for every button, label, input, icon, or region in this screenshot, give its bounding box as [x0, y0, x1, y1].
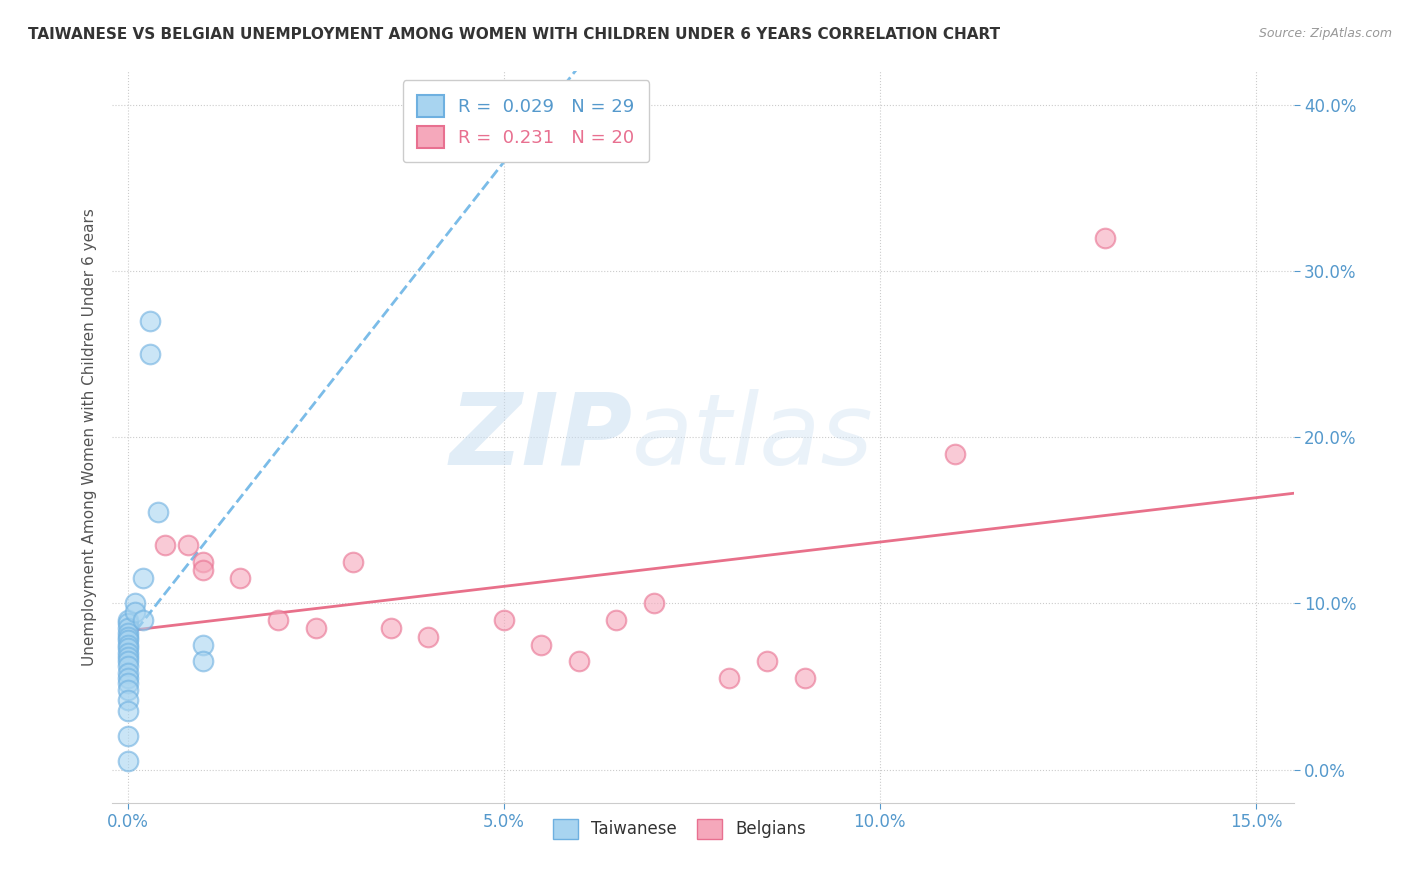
Point	[117, 613, 139, 627]
Point	[793, 671, 815, 685]
Point	[117, 621, 139, 635]
Point	[117, 649, 139, 664]
Point	[117, 754, 139, 768]
Point	[117, 616, 139, 631]
Point	[153, 538, 176, 552]
Point	[117, 646, 139, 660]
Point	[418, 630, 440, 644]
Point	[117, 682, 139, 697]
Point	[191, 563, 214, 577]
Text: TAIWANESE VS BELGIAN UNEMPLOYMENT AMONG WOMEN WITH CHILDREN UNDER 6 YEARS CORREL: TAIWANESE VS BELGIAN UNEMPLOYMENT AMONG …	[28, 27, 1000, 42]
Y-axis label: Unemployment Among Women with Children Under 6 years: Unemployment Among Women with Children U…	[82, 208, 97, 666]
Point	[117, 676, 139, 690]
Point	[492, 613, 515, 627]
Point	[146, 505, 169, 519]
Point	[117, 666, 139, 681]
Point	[191, 555, 214, 569]
Point	[755, 655, 778, 669]
Point	[177, 538, 200, 552]
Point	[718, 671, 741, 685]
Point	[117, 638, 139, 652]
Point	[568, 655, 591, 669]
Point	[117, 729, 139, 743]
Text: ZIP: ZIP	[449, 389, 633, 485]
Point	[304, 621, 326, 635]
Point	[267, 613, 290, 627]
Text: atlas: atlas	[633, 389, 873, 485]
Point	[131, 571, 153, 585]
Point	[1094, 230, 1116, 244]
Point	[342, 555, 364, 569]
Point	[124, 605, 146, 619]
Point	[117, 632, 139, 647]
Point	[139, 347, 162, 361]
Point	[124, 596, 146, 610]
Point	[117, 705, 139, 719]
Point	[605, 613, 627, 627]
Point	[191, 638, 214, 652]
Point	[117, 655, 139, 669]
Point	[117, 659, 139, 673]
Point	[530, 638, 553, 652]
Point	[229, 571, 252, 585]
Point	[643, 596, 665, 610]
Point	[191, 655, 214, 669]
Point	[117, 626, 139, 640]
Point	[380, 621, 402, 635]
Text: Source: ZipAtlas.com: Source: ZipAtlas.com	[1258, 27, 1392, 40]
Legend: Taiwanese, Belgians: Taiwanese, Belgians	[546, 812, 813, 846]
Point	[117, 641, 139, 656]
Point	[117, 671, 139, 685]
Point	[117, 692, 139, 706]
Point	[117, 630, 139, 644]
Point	[131, 613, 153, 627]
Point	[943, 447, 966, 461]
Point	[139, 314, 162, 328]
